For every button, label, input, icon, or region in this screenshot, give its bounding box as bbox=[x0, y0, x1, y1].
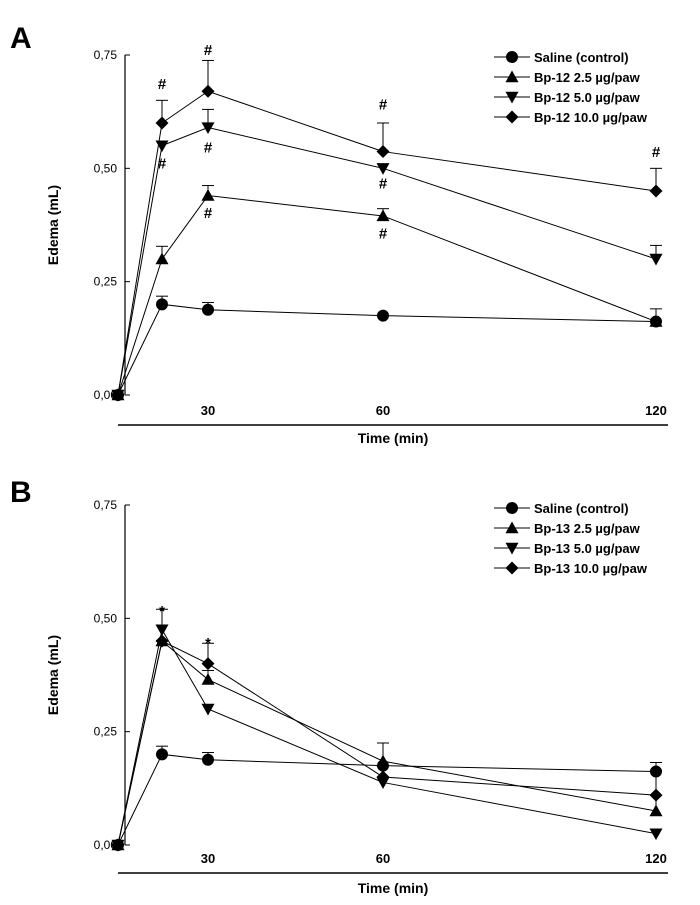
legend-entry: Saline (control) bbox=[494, 50, 629, 65]
legend-entry: Bp-13 2.5 µg/paw bbox=[494, 521, 641, 536]
series-2 bbox=[111, 185, 663, 401]
data-point bbox=[649, 828, 663, 841]
x-axis-title: Time (min) bbox=[358, 880, 429, 896]
legend-marker bbox=[506, 502, 518, 514]
series-line bbox=[117, 628, 657, 846]
significance-mark: * bbox=[205, 635, 211, 652]
legend-label: Saline (control) bbox=[534, 50, 629, 65]
series-line bbox=[117, 127, 657, 396]
legend-entry: Bp-12 10.0 µg/paw bbox=[494, 110, 648, 125]
y-tick-label: 0,25 bbox=[94, 275, 118, 289]
data-point bbox=[202, 303, 214, 316]
legend-label: Saline (control) bbox=[534, 501, 629, 516]
data-point bbox=[201, 703, 215, 716]
legend-entry: Saline (control) bbox=[494, 501, 629, 516]
y-tick-label: 0,50 bbox=[94, 611, 118, 625]
legend-entry: Bp-12 5.0 µg/paw bbox=[494, 90, 641, 105]
y-axis-title: Edema (mL) bbox=[45, 185, 61, 265]
panel-label: B bbox=[10, 476, 32, 509]
y-tick-label: 0,25 bbox=[94, 725, 118, 739]
data-point bbox=[377, 309, 389, 322]
x-tick-label: 30 bbox=[201, 851, 215, 866]
panel-b: B 0,00 0,25 0,50 0,75 Edema (mL) 30 60 120 Time (… bbox=[10, 476, 668, 896]
significance-mark: # bbox=[158, 76, 167, 93]
legend-marker bbox=[505, 521, 519, 534]
y-tick-label: 0,50 bbox=[94, 161, 118, 175]
legend-entry: Bp-13 10.0 µg/paw bbox=[494, 561, 648, 576]
series-3 bbox=[111, 608, 663, 852]
series-1 bbox=[112, 295, 662, 401]
significance-mark: # bbox=[204, 42, 213, 59]
legend-label: Bp-12 2.5 µg/paw bbox=[534, 70, 641, 85]
significance-mark: # bbox=[379, 96, 388, 113]
significance-mark: # bbox=[379, 176, 388, 193]
x-axis-title: Time (min) bbox=[358, 430, 429, 446]
data-point bbox=[649, 788, 663, 802]
legend-marker bbox=[506, 51, 518, 63]
significance-mark: # bbox=[158, 155, 167, 172]
legend-label: Bp-13 5.0 µg/paw bbox=[534, 541, 641, 556]
data-point bbox=[376, 770, 390, 784]
legend-marker bbox=[505, 110, 519, 124]
legend-marker bbox=[505, 70, 519, 83]
data-point bbox=[376, 145, 390, 159]
x-tick-label: 120 bbox=[645, 851, 667, 866]
significance-mark: # bbox=[204, 139, 213, 156]
legend-marker bbox=[505, 91, 519, 104]
significance-mark: * bbox=[159, 603, 165, 620]
x-tick-label: 30 bbox=[201, 403, 215, 418]
legend-entry: Bp-13 5.0 µg/paw bbox=[494, 541, 641, 556]
x-tick-label: 60 bbox=[376, 403, 390, 418]
data-point bbox=[155, 624, 169, 637]
data-point bbox=[111, 388, 125, 402]
legend-label: Bp-13 2.5 µg/paw bbox=[534, 521, 641, 536]
legend-label: Bp-12 10.0 µg/paw bbox=[534, 110, 648, 125]
data-point bbox=[202, 753, 214, 766]
series-4 bbox=[111, 59, 663, 402]
data-point bbox=[111, 838, 125, 852]
significance-mark: # bbox=[204, 205, 213, 222]
data-point bbox=[201, 84, 215, 98]
data-point bbox=[201, 189, 215, 201]
data-point bbox=[649, 253, 663, 266]
data-point bbox=[649, 315, 663, 327]
x-tick-label: 60 bbox=[376, 851, 390, 866]
y-axis-title: Edema (mL) bbox=[45, 635, 61, 715]
series-4 bbox=[111, 634, 663, 852]
data-point bbox=[649, 804, 663, 817]
data-point bbox=[376, 163, 390, 175]
panel-label: A bbox=[10, 22, 32, 55]
y-tick-label: 0,75 bbox=[94, 48, 118, 62]
x-tick-label: 120 bbox=[645, 403, 667, 418]
data-point bbox=[649, 184, 663, 198]
significance-mark: # bbox=[652, 144, 661, 161]
y-tick-label: 0,75 bbox=[94, 498, 118, 512]
series-line bbox=[117, 90, 657, 396]
series-2 bbox=[111, 634, 663, 851]
y-tick-label: 0,00 bbox=[94, 838, 118, 852]
panel-a: A 0,00 0,25 0,50 0,75 Edema (mL) 30 60 120 Time (… bbox=[10, 22, 668, 446]
data-point bbox=[156, 298, 168, 311]
legend-marker bbox=[505, 542, 519, 555]
legend-label: Bp-13 10.0 µg/paw bbox=[534, 561, 648, 576]
legend-entry: Bp-12 2.5 µg/paw bbox=[494, 70, 641, 85]
data-point bbox=[155, 116, 169, 130]
legend-marker bbox=[505, 561, 519, 575]
data-point bbox=[155, 634, 169, 648]
data-point bbox=[376, 209, 390, 222]
data-point bbox=[201, 657, 215, 671]
y-tick-label: 0,00 bbox=[94, 388, 118, 402]
data-point bbox=[155, 252, 169, 265]
data-point bbox=[201, 673, 215, 685]
data-point bbox=[156, 748, 168, 761]
legend-label: Bp-12 5.0 µg/paw bbox=[534, 90, 641, 105]
data-point bbox=[201, 122, 215, 135]
significance-mark: # bbox=[379, 226, 388, 243]
